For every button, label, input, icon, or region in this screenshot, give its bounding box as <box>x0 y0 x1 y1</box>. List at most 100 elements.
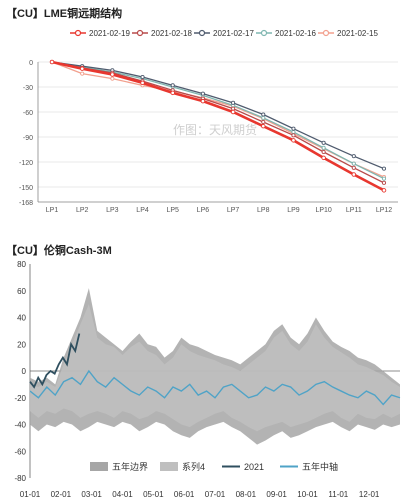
data-point <box>381 176 387 181</box>
legend-label: 系列4 <box>182 461 205 472</box>
x-tick-label: 11-01 <box>328 490 348 499</box>
x-tick-label: LP10 <box>315 207 331 214</box>
x-tick-label: 03-01 <box>81 490 102 499</box>
y-tick-label: -120 <box>19 160 33 167</box>
data-point <box>170 83 175 88</box>
forward-curve-chart: 2021-02-19 2021-02-18 2021-02-17 2021-02-16… <box>19 29 398 214</box>
data-point <box>291 133 296 138</box>
y-tick-label: -20 <box>14 394 26 403</box>
x-tick-label: 01-01 <box>20 490 41 499</box>
legend-item-2021-02-17: 2021-02-17 <box>194 29 254 38</box>
legend-marker <box>74 29 82 37</box>
line-five-year-median <box>29 369 401 406</box>
data-point <box>261 119 266 125</box>
legend-label: 2021-02-15 <box>337 29 378 38</box>
x-tick-label: 08-01 <box>236 490 257 499</box>
data-point <box>351 172 357 177</box>
legend-item-五年边界: 五年边界 <box>90 461 148 472</box>
legend-label: 2021-02-17 <box>213 29 254 38</box>
data-point <box>321 140 326 145</box>
data-point <box>110 76 115 81</box>
y-tick-label: -40 <box>14 421 26 430</box>
y-tick-label: -90 <box>23 135 33 142</box>
legend-item-五年中轴: 五年中轴 <box>280 461 338 472</box>
y-tick-label: -80 <box>14 474 26 483</box>
data-point <box>261 123 266 129</box>
legend-item-2021-02-15: 2021-02-15 <box>318 29 378 38</box>
data-point <box>49 59 55 65</box>
series-line-2021-02-18 <box>51 61 385 184</box>
legend-marker <box>136 29 144 37</box>
line-2021 <box>29 333 81 389</box>
data-point <box>351 154 356 159</box>
x-tick-label: LP12 <box>376 207 392 214</box>
legend-marker <box>198 29 206 37</box>
series-line-2021-02-15 <box>51 61 385 178</box>
watermark: 作图：天风期货 <box>173 122 257 137</box>
legend-item-2021: 2021 <box>222 462 264 472</box>
data-point <box>321 155 326 161</box>
legend-swatch <box>90 462 108 471</box>
band-series4 <box>30 304 400 432</box>
data-point <box>140 74 145 80</box>
data-point <box>381 180 387 185</box>
legend-marker <box>260 29 268 37</box>
x-tick-label: LP9 <box>287 207 300 214</box>
legend-label: 2021-02-18 <box>151 29 192 38</box>
x-tick-label: 12-01 <box>359 490 380 499</box>
legend-item-2021-02-18: 2021-02-18 <box>132 29 192 38</box>
y-tick-label: -30 <box>23 85 33 92</box>
x-tick-label: 04-01 <box>112 490 133 499</box>
data-point <box>321 145 326 150</box>
forward-curve-title: 【CU】LME铜远期结构 <box>6 8 123 20</box>
data-point <box>170 90 175 96</box>
x-tick-label: LP11 <box>346 207 362 214</box>
legend-label: 2021-02-16 <box>275 29 316 38</box>
y-tick-label: -150 <box>19 185 33 192</box>
x-tick-label: LP3 <box>106 207 119 214</box>
x-tick-label: LP4 <box>136 207 149 214</box>
x-tick-label: 10-01 <box>297 490 318 499</box>
spread-panel: 【CU】伦铜Cash-3M 80 60 40 20 0 -20 -40 -60 -80 01-01… <box>0 238 415 503</box>
legend-label: 五年中轴 <box>302 461 338 472</box>
legend-item-系列4: 系列4 <box>160 461 205 472</box>
x-tick-label: LP8 <box>257 207 270 214</box>
x-tick-label: 07-01 <box>205 490 226 499</box>
legend-label: 2021 <box>244 462 264 472</box>
y-tick-label: 40 <box>17 314 26 323</box>
y-tick-label: 20 <box>17 340 26 349</box>
data-point <box>321 149 326 155</box>
data-point <box>200 91 205 96</box>
data-point <box>140 80 145 86</box>
data-point <box>261 115 266 120</box>
data-point <box>261 112 266 117</box>
x-tick-label: LP2 <box>76 207 89 214</box>
y-tick-label: 0 <box>22 367 27 376</box>
data-point <box>291 129 296 135</box>
series-line-2021-02-19 <box>51 60 385 192</box>
legend-label: 五年边界 <box>112 461 148 472</box>
data-point <box>351 161 356 166</box>
data-point <box>230 109 236 115</box>
y-tick-label: 0 <box>29 60 33 67</box>
x-tick-label: LP1 <box>46 207 59 214</box>
legend-label: 2021-02-19 <box>89 29 130 38</box>
legend-marker <box>322 29 330 37</box>
spread-title: 【CU】伦铜Cash-3M <box>6 245 112 257</box>
data-point <box>381 188 387 193</box>
data-point <box>291 138 296 143</box>
data-point <box>79 66 85 71</box>
data-point <box>381 166 387 171</box>
series-line-2021-02-17 <box>51 61 385 170</box>
forward-curve-panel: 【CU】LME铜远期结构 2021-02-19 2021-02-18 2021-02… <box>0 0 415 238</box>
data-point <box>110 72 115 77</box>
legend-swatch <box>160 462 178 471</box>
x-tick-label: 02-01 <box>51 490 72 499</box>
y-tick-label: -60 <box>14 447 26 456</box>
y-tick-label: 60 <box>17 287 26 296</box>
data-point <box>80 71 85 76</box>
x-tick-label: 05-01 <box>143 490 164 499</box>
x-tick-label: 06-01 <box>174 490 195 499</box>
x-tick-label: LP7 <box>227 207 240 214</box>
x-tick-label: LP5 <box>166 207 179 214</box>
